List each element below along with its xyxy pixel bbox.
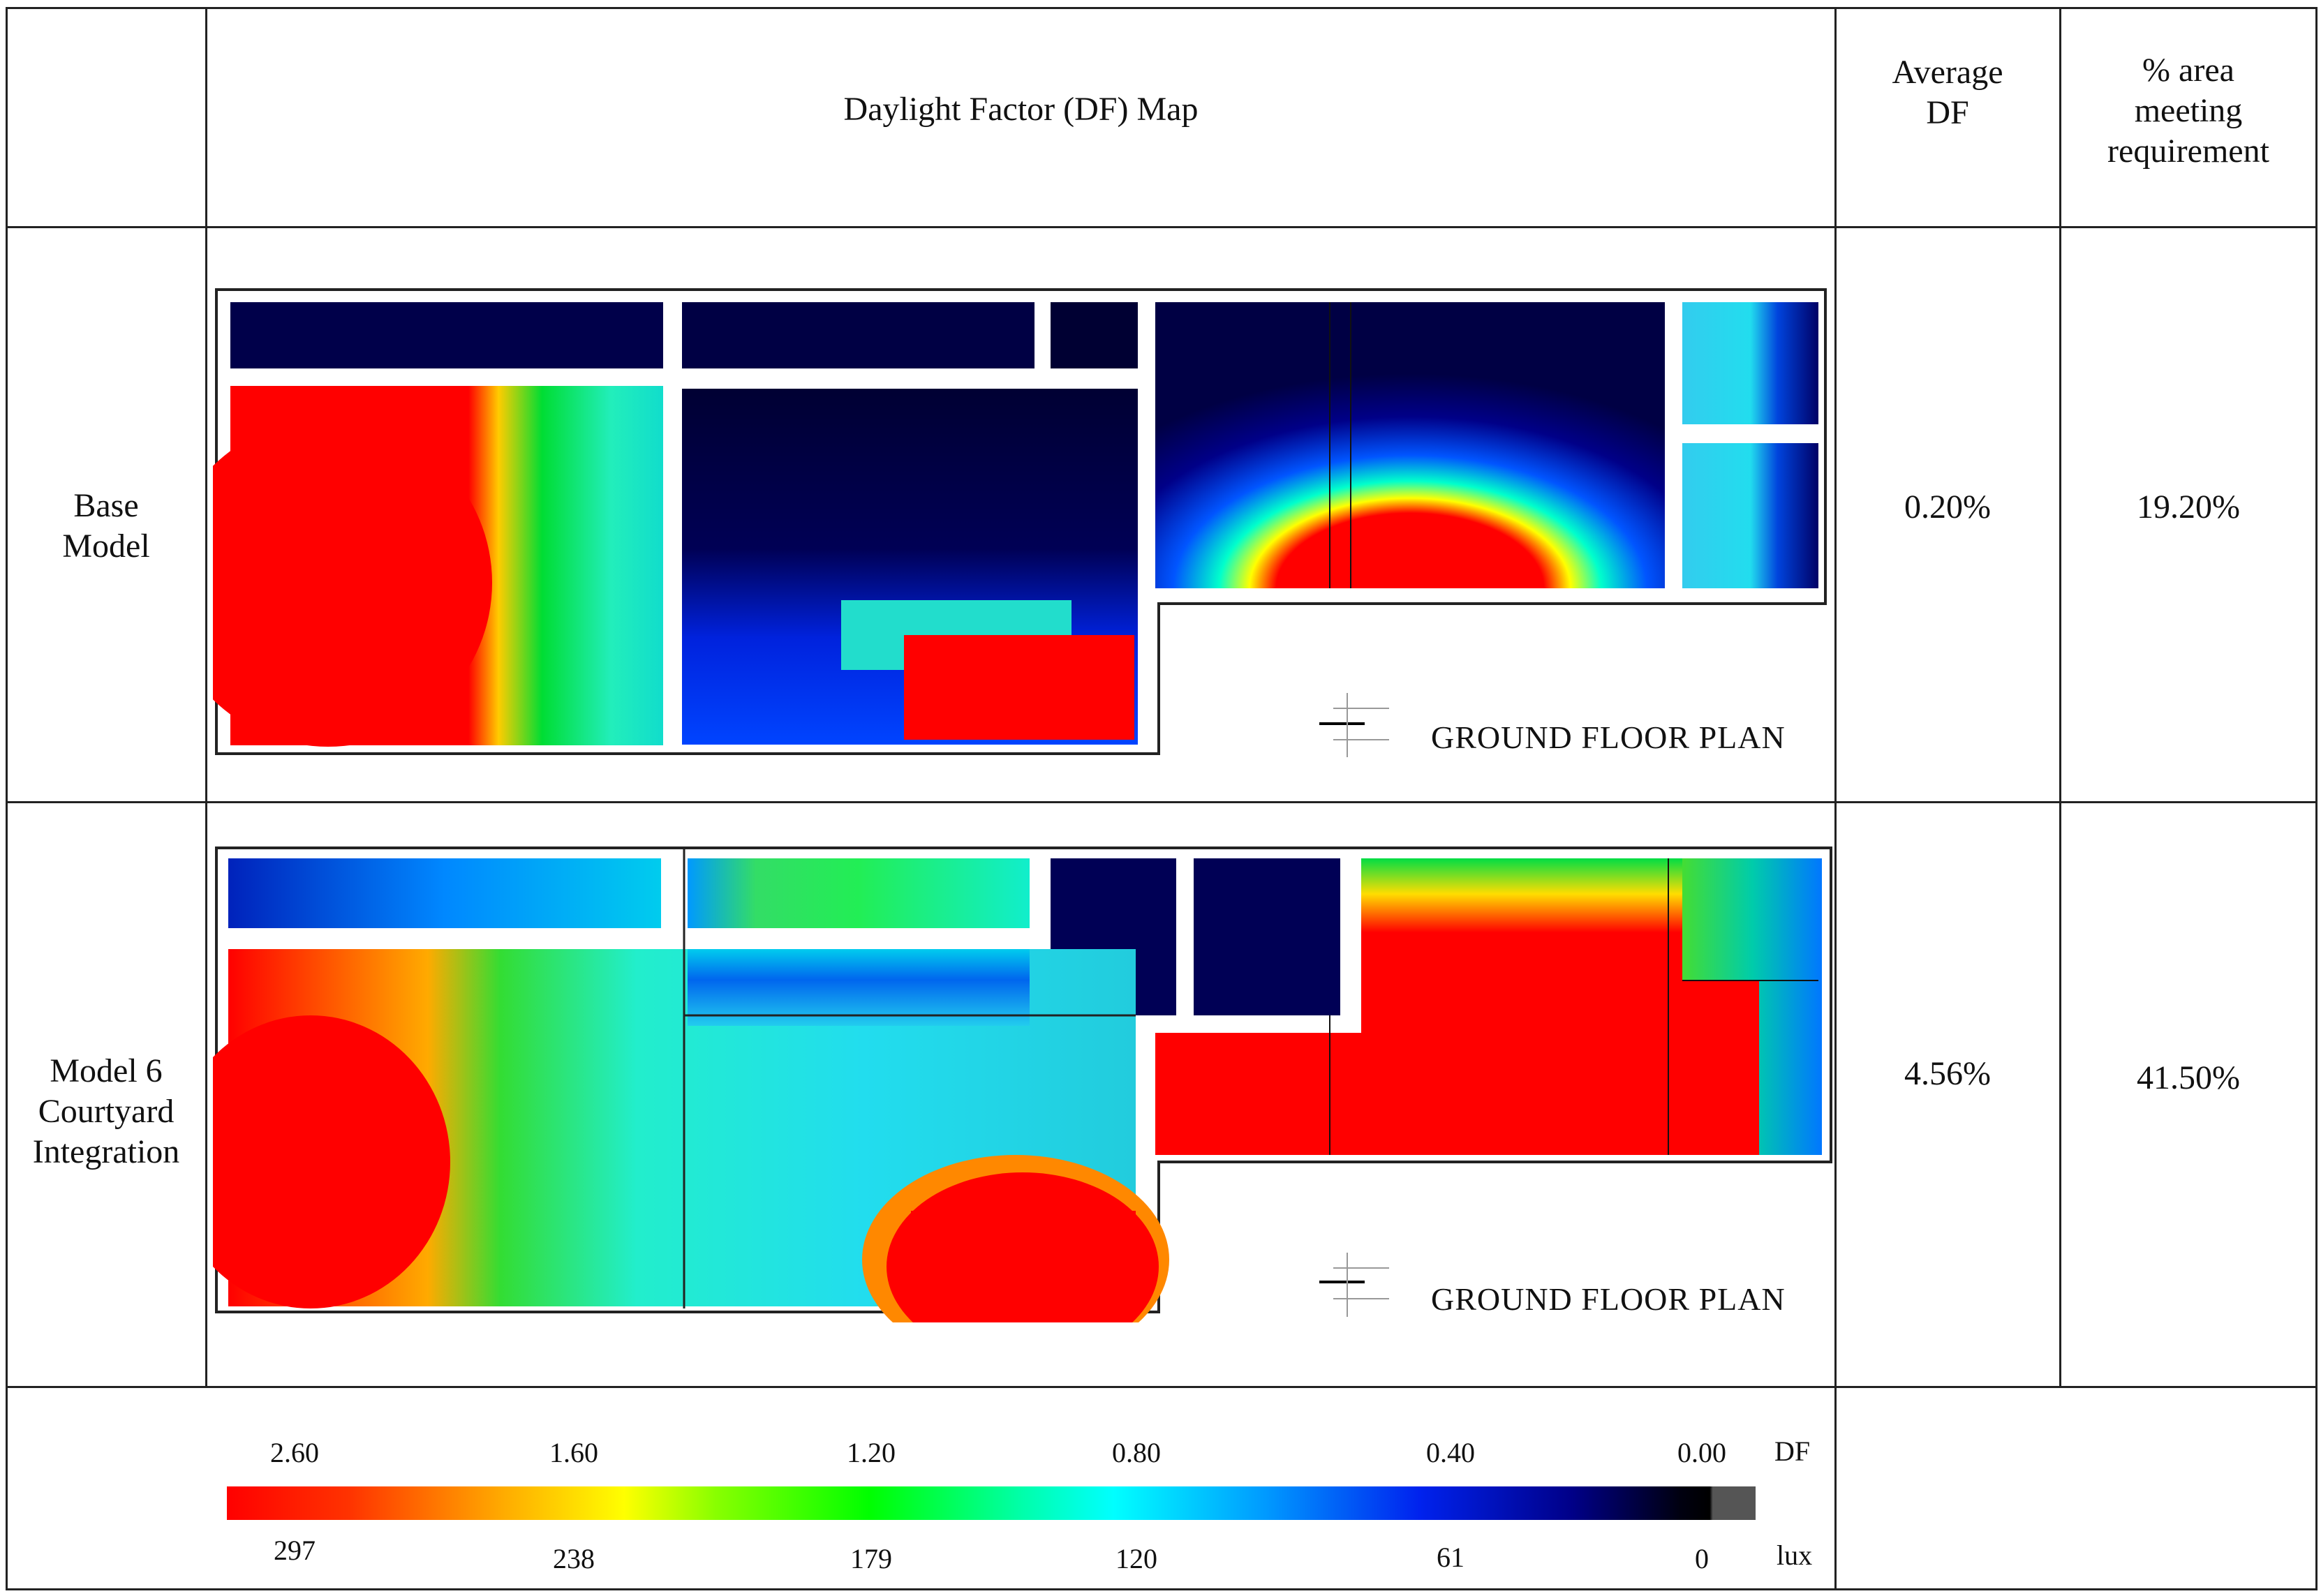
table-border-bottom: [6, 1588, 2318, 1590]
legend-df-4: 0.80: [1112, 1437, 1161, 1468]
row2-plan-label: GROUND FLOOR PLAN: [1431, 1281, 1786, 1317]
legend-df-3: 1.20: [847, 1437, 896, 1468]
header-average-df-line2: DF: [1926, 94, 1969, 131]
row2-df-map: [213, 841, 1832, 1322]
row2-label-line1: Model 6: [50, 1052, 163, 1089]
legend-df-2: 1.60: [549, 1437, 598, 1468]
row1-average-df-value: 0.20%: [1904, 489, 1991, 525]
legend-df-1: 2.60: [270, 1437, 319, 1468]
row1-label-line1: Base: [73, 487, 139, 524]
table-divider-col2: [1834, 7, 1837, 1590]
header-area-meeting-line3: requirement: [2107, 133, 2269, 170]
table-border-top: [6, 7, 2318, 9]
row2-label-line3: Integration: [32, 1133, 180, 1170]
legend-lux-5: 61: [1437, 1542, 1464, 1573]
legend-lux-unit: lux: [1777, 1539, 1813, 1571]
table-divider-col1: [205, 7, 207, 1388]
row1-label-line2: Model: [62, 528, 150, 565]
legend-df-unit: DF: [1774, 1435, 1811, 1467]
legend-lux-6: 0: [1695, 1543, 1709, 1574]
row2-average-df-value: 4.56%: [1904, 1055, 1991, 1092]
header-average-df-line1: Average: [1892, 54, 2003, 91]
table-border-left: [6, 7, 8, 1590]
header-area-meeting-line1: % area: [2142, 52, 2234, 89]
table-border-right: [2315, 7, 2318, 1590]
header-area-meeting-line2: meeting: [2134, 92, 2243, 129]
table-divider-row1: [6, 801, 2318, 803]
table-divider-header: [6, 226, 2318, 228]
legend-lux-1: 297: [274, 1535, 316, 1566]
row2-label: Model 6 Courtyard Integration: [8, 1051, 204, 1172]
table-divider-col3: [2059, 7, 2061, 1388]
header-area-meeting: % area meeting requirement: [2062, 50, 2315, 172]
row1-plan-label: GROUND FLOOR PLAN: [1431, 719, 1786, 755]
row2-area-meeting: 41.50%: [2062, 1058, 2315, 1098]
header-df-map-text: Daylight Factor (DF) Map: [843, 91, 1199, 128]
row1-area-meeting: 19.20%: [2062, 487, 2315, 528]
table-divider-row2: [6, 1386, 2318, 1388]
row2-label-line2: Courtyard: [38, 1093, 175, 1130]
row2-area-meeting-value: 41.50%: [2137, 1059, 2240, 1096]
header-average-df: Average DF: [1837, 52, 2058, 133]
row2-average-df: 4.56%: [1837, 1054, 2058, 1094]
row1-label: Base Model: [8, 486, 204, 567]
legend-df-6: 0.00: [1677, 1437, 1726, 1468]
row1-df-map: [213, 283, 1832, 771]
legend-lux-2: 238: [553, 1543, 595, 1574]
legend-lux-4: 120: [1115, 1543, 1157, 1574]
legend-df-5: 0.40: [1426, 1437, 1475, 1468]
header-df-map: Daylight Factor (DF) Map: [209, 89, 1832, 130]
row1-area-meeting-value: 19.20%: [2137, 489, 2240, 525]
legend-lux-3: 179: [850, 1543, 892, 1574]
legend-colorbar: [227, 1486, 1756, 1520]
row1-average-df: 0.20%: [1837, 487, 2058, 528]
